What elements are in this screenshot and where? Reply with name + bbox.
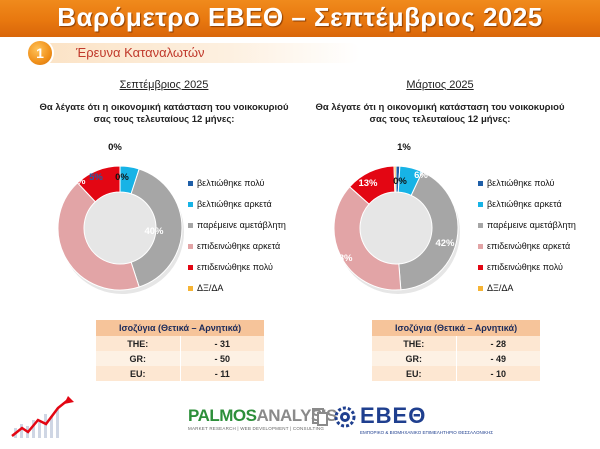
- growth-chart-icon: [11, 396, 74, 438]
- donut-label-4: 38%: [333, 253, 353, 264]
- legend-swatch: [188, 286, 193, 292]
- legend-item-3: παρέμεινε αμετάβλητη: [188, 220, 286, 230]
- donut-slice-3: [398, 171, 459, 291]
- section-band: [30, 43, 360, 63]
- donut-label-1: 1%: [397, 142, 411, 153]
- donut-label-2: 5%: [89, 172, 103, 183]
- title-banner: Βαρόμετρο ΕΒΕΘ – Σεπτέμβριος 2025: [0, 0, 600, 37]
- chart-2-balance-table: Ισοζύγια (Θετικά – Αρνητικά) THE: - 28 GR: -…: [372, 320, 540, 381]
- balance-value: - 31: [179, 336, 264, 351]
- section-header: 1 Έρευνα Καταναλωτών: [0, 37, 600, 69]
- legend-item-5: επιδεινώθηκε πολύ: [478, 262, 563, 272]
- palmos-tagline: MARKET RESEARCH | WEB DEVELOPMENT | CONS…: [188, 426, 325, 431]
- chart-2-title: Μάρτιος 2025: [406, 79, 474, 91]
- legend-swatch: [188, 244, 193, 250]
- donut-label-1: 0%: [108, 142, 122, 153]
- balance-header-row: Ισοζύγια (Θετικά – Αρνητικά): [372, 320, 540, 336]
- legend-label: παρέμεινε αμετάβλητη: [487, 220, 576, 230]
- donut-slice-3: [130, 168, 183, 288]
- balance-row: THE: - 28: [372, 336, 540, 351]
- donut-slice-4: [57, 182, 140, 291]
- palmos-logo-word: PALMOS: [188, 406, 257, 425]
- evee-logo-word: ΕΒΕΘ: [360, 403, 427, 428]
- donut-label-6: 0%: [393, 176, 407, 187]
- chart-1-balance-table: Ισοζύγια (Θετικά – Αρνητικά) THE: - 31 GR: -…: [96, 320, 264, 381]
- section-number-badge: 1: [28, 41, 52, 65]
- section-title: Έρευνα Καταναλωτών: [76, 45, 205, 60]
- balance-header-row: Ισοζύγια (Θετικά – Αρνητικά): [96, 320, 264, 336]
- chart-2-legend: βελτιώθηκε πολύ βελτιώθηκε αρκετά παρέμειν…: [478, 178, 588, 298]
- legend-swatch: [478, 181, 483, 187]
- legend-item-6: ΔΞ/ΔΑ: [478, 283, 513, 293]
- legend-item-5: επιδεινώθηκε πολύ: [188, 262, 273, 272]
- palmos-mark-icon: [312, 408, 328, 426]
- legend-swatch: [478, 223, 483, 229]
- balance-region: EU:: [372, 366, 457, 381]
- chart-1-title: Σεπτέμβριος 2025: [119, 79, 209, 91]
- legend-item-4: επιδεινώθηκε αρκετά: [188, 241, 280, 251]
- chart-1-legend: βελτιώθηκε πολύ βελτιώθηκε αρκετά παρέμειν…: [188, 178, 298, 298]
- donut-label-4: 43%: [44, 254, 64, 265]
- legend-label: ΔΞ/ΔΑ: [197, 283, 224, 293]
- legend-item-2: βελτιώθηκε αρκετά: [478, 199, 562, 209]
- legend-label: παρέμεινε αμετάβλητη: [197, 220, 286, 230]
- chart-1-question: Θα λέγατε ότι η οικονομική κατάσταση του…: [39, 102, 289, 125]
- balance-header: Ισοζύγια (Θετικά – Αρνητικά): [96, 320, 264, 336]
- legend-label: βελτιώθηκε αρκετά: [487, 199, 562, 209]
- chart-2-donut: 1% 6% 42% 38% 13% 0%: [333, 142, 460, 294]
- balance-region: GR:: [96, 351, 181, 366]
- balance-value: - 11: [179, 366, 264, 381]
- donut-label-3: 42%: [435, 238, 455, 249]
- donut-label-5: 12%: [66, 176, 86, 187]
- legend-swatch: [478, 244, 483, 250]
- evee-tagline: ΕΜΠΟΡΙΚΟ & ΒΙΟΜΗΧΑΝΙΚΟ ΕΠΙΜΕΛΗΤΗΡΙΟ ΘΕΣΣ…: [360, 430, 494, 435]
- donut-slice-6: [393, 165, 397, 193]
- evee-gear-icon: [334, 406, 356, 428]
- balance-region: EU:: [96, 366, 181, 381]
- donut-slice-5: [76, 165, 121, 203]
- legend-item-2: βελτιώθηκε αρκετά: [188, 199, 272, 209]
- balance-value: - 10: [455, 366, 540, 381]
- legend-label: βελτιώθηκε αρκετά: [197, 199, 272, 209]
- donut-label-3: 40%: [144, 226, 164, 237]
- legend-label: βελτιώθηκε πολύ: [487, 178, 555, 188]
- balance-row: GR: - 49: [372, 351, 540, 366]
- legend-item-3: παρέμεινε αμετάβλητη: [478, 220, 576, 230]
- legend-item-4: επιδεινώθηκε αρκετά: [478, 241, 570, 251]
- balance-value: - 28: [455, 336, 540, 351]
- chart-2-question: Θα λέγατε ότι η οικονομική κατάσταση του…: [315, 102, 565, 125]
- legend-swatch: [478, 265, 483, 271]
- legend-swatch: [188, 265, 193, 271]
- legend-item-1: βελτιώθηκε πολύ: [188, 178, 264, 188]
- balance-row: THE: - 31: [96, 336, 264, 351]
- donut-label-5: 13%: [358, 178, 378, 189]
- balance-value: - 49: [455, 351, 540, 366]
- legend-label: βελτιώθηκε πολύ: [197, 178, 265, 188]
- legend-swatch: [478, 202, 483, 208]
- balance-value: - 50: [179, 351, 264, 366]
- donut-label-2: 6%: [414, 170, 428, 181]
- balance-header: Ισοζύγια (Θετικά – Αρνητικά): [372, 320, 540, 336]
- balance-row: EU: - 10: [372, 366, 540, 381]
- legend-label: επιδεινώθηκε αρκετά: [197, 241, 281, 251]
- donut-slice-4: [333, 186, 402, 291]
- balance-region: THE:: [372, 336, 457, 351]
- legend-item-1: βελτιώθηκε πολύ: [478, 178, 554, 188]
- legend-label: επιδεινώθηκε αρκετά: [487, 241, 571, 251]
- balance-region: THE:: [96, 336, 181, 351]
- balance-region: GR:: [372, 351, 457, 366]
- balance-row: EU: - 11: [96, 366, 264, 381]
- legend-label: επιδεινώθηκε πολύ: [487, 262, 563, 272]
- legend-swatch: [188, 202, 193, 208]
- legend-label: επιδεινώθηκε πολύ: [197, 262, 273, 272]
- legend-swatch: [188, 223, 193, 229]
- balance-row: GR: - 50: [96, 351, 264, 366]
- legend-label: ΔΞ/ΔΑ: [487, 283, 514, 293]
- legend-swatch: [478, 286, 483, 292]
- legend-swatch: [188, 181, 193, 187]
- page-title: Βαρόμετρο ΕΒΕΘ – Σεπτέμβριος 2025: [57, 2, 543, 32]
- legend-item-6: ΔΞ/ΔΑ: [188, 283, 223, 293]
- donut-label-6: 0%: [115, 172, 129, 183]
- chart-1-donut: 0% 5% 40% 43% 12% 0%: [44, 142, 184, 294]
